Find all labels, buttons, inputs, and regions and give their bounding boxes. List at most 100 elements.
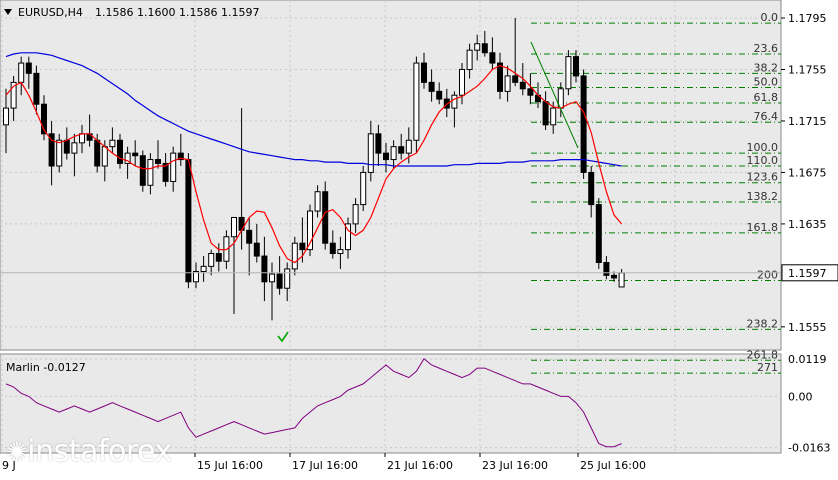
fibonacci-level-label: 110.0: [747, 154, 779, 167]
candle: [155, 140, 161, 169]
fibonacci-level-label: 123.6: [747, 171, 779, 184]
candle: [360, 165, 367, 212]
fibonacci-ray-line[interactable]: [530, 41, 579, 149]
candle-body: [139, 155, 146, 186]
candle-body: [200, 265, 207, 273]
candle-body: [489, 52, 496, 64]
fibonacci-level-label: 0.0: [761, 11, 779, 24]
candle: [71, 133, 78, 177]
moving-averages: [5, 52, 623, 264]
current-price-label: 1.1597: [788, 267, 827, 280]
candle-body: [109, 139, 116, 148]
candle-body: [527, 88, 534, 96]
candle-body: [132, 152, 139, 157]
candle-body: [162, 162, 169, 182]
time-tick-label: 15 Jul 16:00: [197, 459, 263, 472]
candle-body: [504, 75, 511, 92]
candle: [390, 140, 397, 169]
candle: [580, 69, 587, 179]
candle: [10, 75, 17, 121]
candle-body: [360, 171, 367, 206]
ohlc-readout: 1.1586 1.1600 1.1586 1.1597: [95, 6, 259, 19]
candle-body: [474, 43, 481, 51]
candle-body: [611, 274, 617, 279]
candle: [413, 56, 420, 154]
candle-body: [322, 191, 329, 244]
candle-body: [48, 133, 55, 167]
candle-body: [185, 159, 192, 283]
price-tick-label: 1.1715: [788, 115, 827, 128]
candle: [177, 133, 184, 166]
symbol-label: EURUSD,H4: [18, 6, 83, 19]
candle-body: [618, 272, 625, 288]
candle: [48, 120, 55, 186]
candle: [33, 65, 40, 115]
fibonacci-level-label: 238.2: [747, 317, 779, 330]
candle: [56, 133, 63, 173]
main-plot-area[interactable]: [0, 0, 782, 351]
time-tick-label: 17 Jul 16:00: [292, 459, 358, 472]
candle: [261, 236, 268, 302]
indicator-tick-label: -0.0163: [788, 442, 830, 455]
candle: [512, 18, 519, 87]
candle: [291, 236, 298, 276]
candle: [595, 198, 602, 269]
candle: [345, 217, 351, 259]
candle-body: [269, 273, 275, 283]
candle: [459, 63, 465, 105]
candle: [451, 91, 458, 128]
price-axis: 1.1795 1.1755 1.1715 1.1675 1.1635 1.1555 1.15…: [0, 12, 838, 334]
candle: [573, 50, 579, 83]
candle-body: [413, 62, 420, 141]
price-tick-label: 1.1555: [788, 321, 827, 334]
candle-body: [436, 90, 443, 100]
candle: [170, 146, 177, 192]
candle: [367, 120, 374, 182]
candle: [25, 56, 32, 89]
candle: [208, 249, 215, 276]
candle: [588, 165, 595, 218]
candle: [109, 127, 116, 154]
candle-body: [314, 191, 321, 212]
candle-body: [253, 242, 260, 257]
watermark-brand: ✺instaforex: [6, 434, 172, 469]
candle-body: [33, 72, 40, 105]
marlin-oscillator: [5, 357, 622, 448]
candle-body: [451, 94, 458, 109]
time-tick-label: 25 Jul 16:00: [580, 459, 646, 472]
candle-body: [117, 139, 123, 164]
candle-body: [405, 139, 412, 154]
fibonacci-level-label: 200: [757, 269, 778, 282]
candle: [124, 146, 131, 179]
candle: [139, 150, 146, 192]
candle-body: [337, 249, 344, 254]
indicator-plot-area[interactable]: [0, 353, 782, 454]
candle-body: [383, 152, 389, 161]
candle-body: [10, 81, 17, 109]
candle: [314, 185, 321, 218]
candle-body: [307, 210, 313, 251]
current-price-badge: [781, 264, 838, 282]
time-tick-label: 9 J: [2, 459, 16, 472]
candle: [497, 52, 503, 100]
candle-body: [261, 255, 268, 283]
candle: [329, 230, 336, 259]
candle: [466, 43, 473, 79]
candle-body: [595, 204, 602, 263]
candle-body: [193, 271, 199, 283]
checkmark-icon: [277, 331, 289, 343]
candle: [504, 65, 511, 102]
symbol-menu-icon[interactable]: [4, 9, 12, 15]
candle-body: [3, 107, 9, 126]
candle-body: [25, 62, 32, 74]
candle-body: [603, 262, 610, 276]
candle: [253, 223, 260, 263]
candle: [352, 198, 359, 233]
watermark: ✺instaforex Instant Forex Trading: [0, 432, 180, 476]
fibonacci-level-label: 161.8: [747, 221, 779, 234]
candle-body: [276, 273, 283, 289]
candle-body: [208, 252, 215, 267]
